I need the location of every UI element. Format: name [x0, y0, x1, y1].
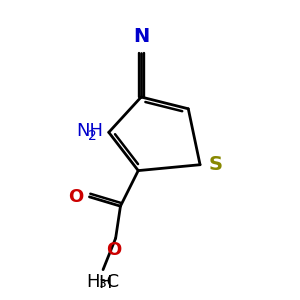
Text: S: S [208, 155, 222, 174]
Text: 2: 2 [88, 129, 97, 143]
Text: H: H [98, 274, 111, 292]
Text: NH: NH [76, 122, 103, 140]
Text: O: O [106, 241, 122, 259]
Text: O: O [68, 188, 83, 206]
Text: N: N [133, 27, 149, 46]
Text: H₃C: H₃C [86, 273, 120, 291]
